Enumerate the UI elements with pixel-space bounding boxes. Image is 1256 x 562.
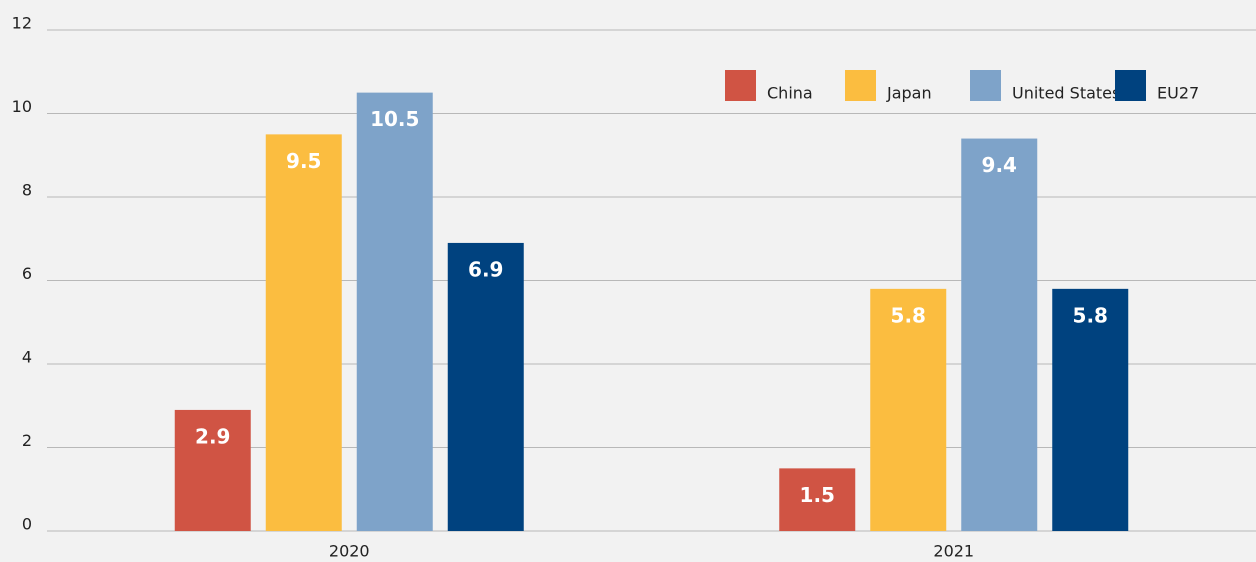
legend-label: China: [767, 84, 813, 103]
value-label: 2.9: [195, 424, 230, 448]
legend-label: United States: [1012, 84, 1120, 103]
legend-swatch: [845, 70, 876, 101]
y-tick-label: 8: [22, 181, 32, 200]
bar: [961, 138, 1038, 532]
bar: [779, 468, 856, 531]
bar: [870, 288, 947, 531]
legend-label: EU27: [1157, 84, 1199, 103]
y-tick-label: 4: [22, 348, 32, 367]
x-tick-label: 2021: [933, 542, 974, 561]
x-tick-label: 2020: [329, 542, 370, 561]
legend-swatch: [725, 70, 756, 101]
bar: [1052, 288, 1129, 531]
y-tick-label: 10: [12, 97, 32, 116]
legend-swatch: [970, 70, 1001, 101]
value-label: 6.9: [468, 257, 503, 281]
legend-swatch: [1115, 70, 1146, 101]
y-tick-label: 12: [12, 14, 32, 33]
bar: [447, 242, 524, 532]
value-label: 1.5: [800, 483, 835, 507]
y-tick-label: 0: [22, 515, 32, 534]
bar: [174, 409, 251, 531]
bar: [356, 92, 433, 531]
legend-label: Japan: [886, 84, 932, 103]
value-label: 5.8: [891, 303, 926, 327]
y-tick-label: 2: [22, 431, 32, 450]
value-label: 10.5: [370, 107, 419, 131]
y-tick-label: 6: [22, 264, 32, 283]
value-label: 9.5: [286, 149, 321, 173]
value-label: 9.4: [982, 153, 1017, 177]
bar: [265, 134, 342, 531]
value-label: 5.8: [1073, 303, 1108, 327]
